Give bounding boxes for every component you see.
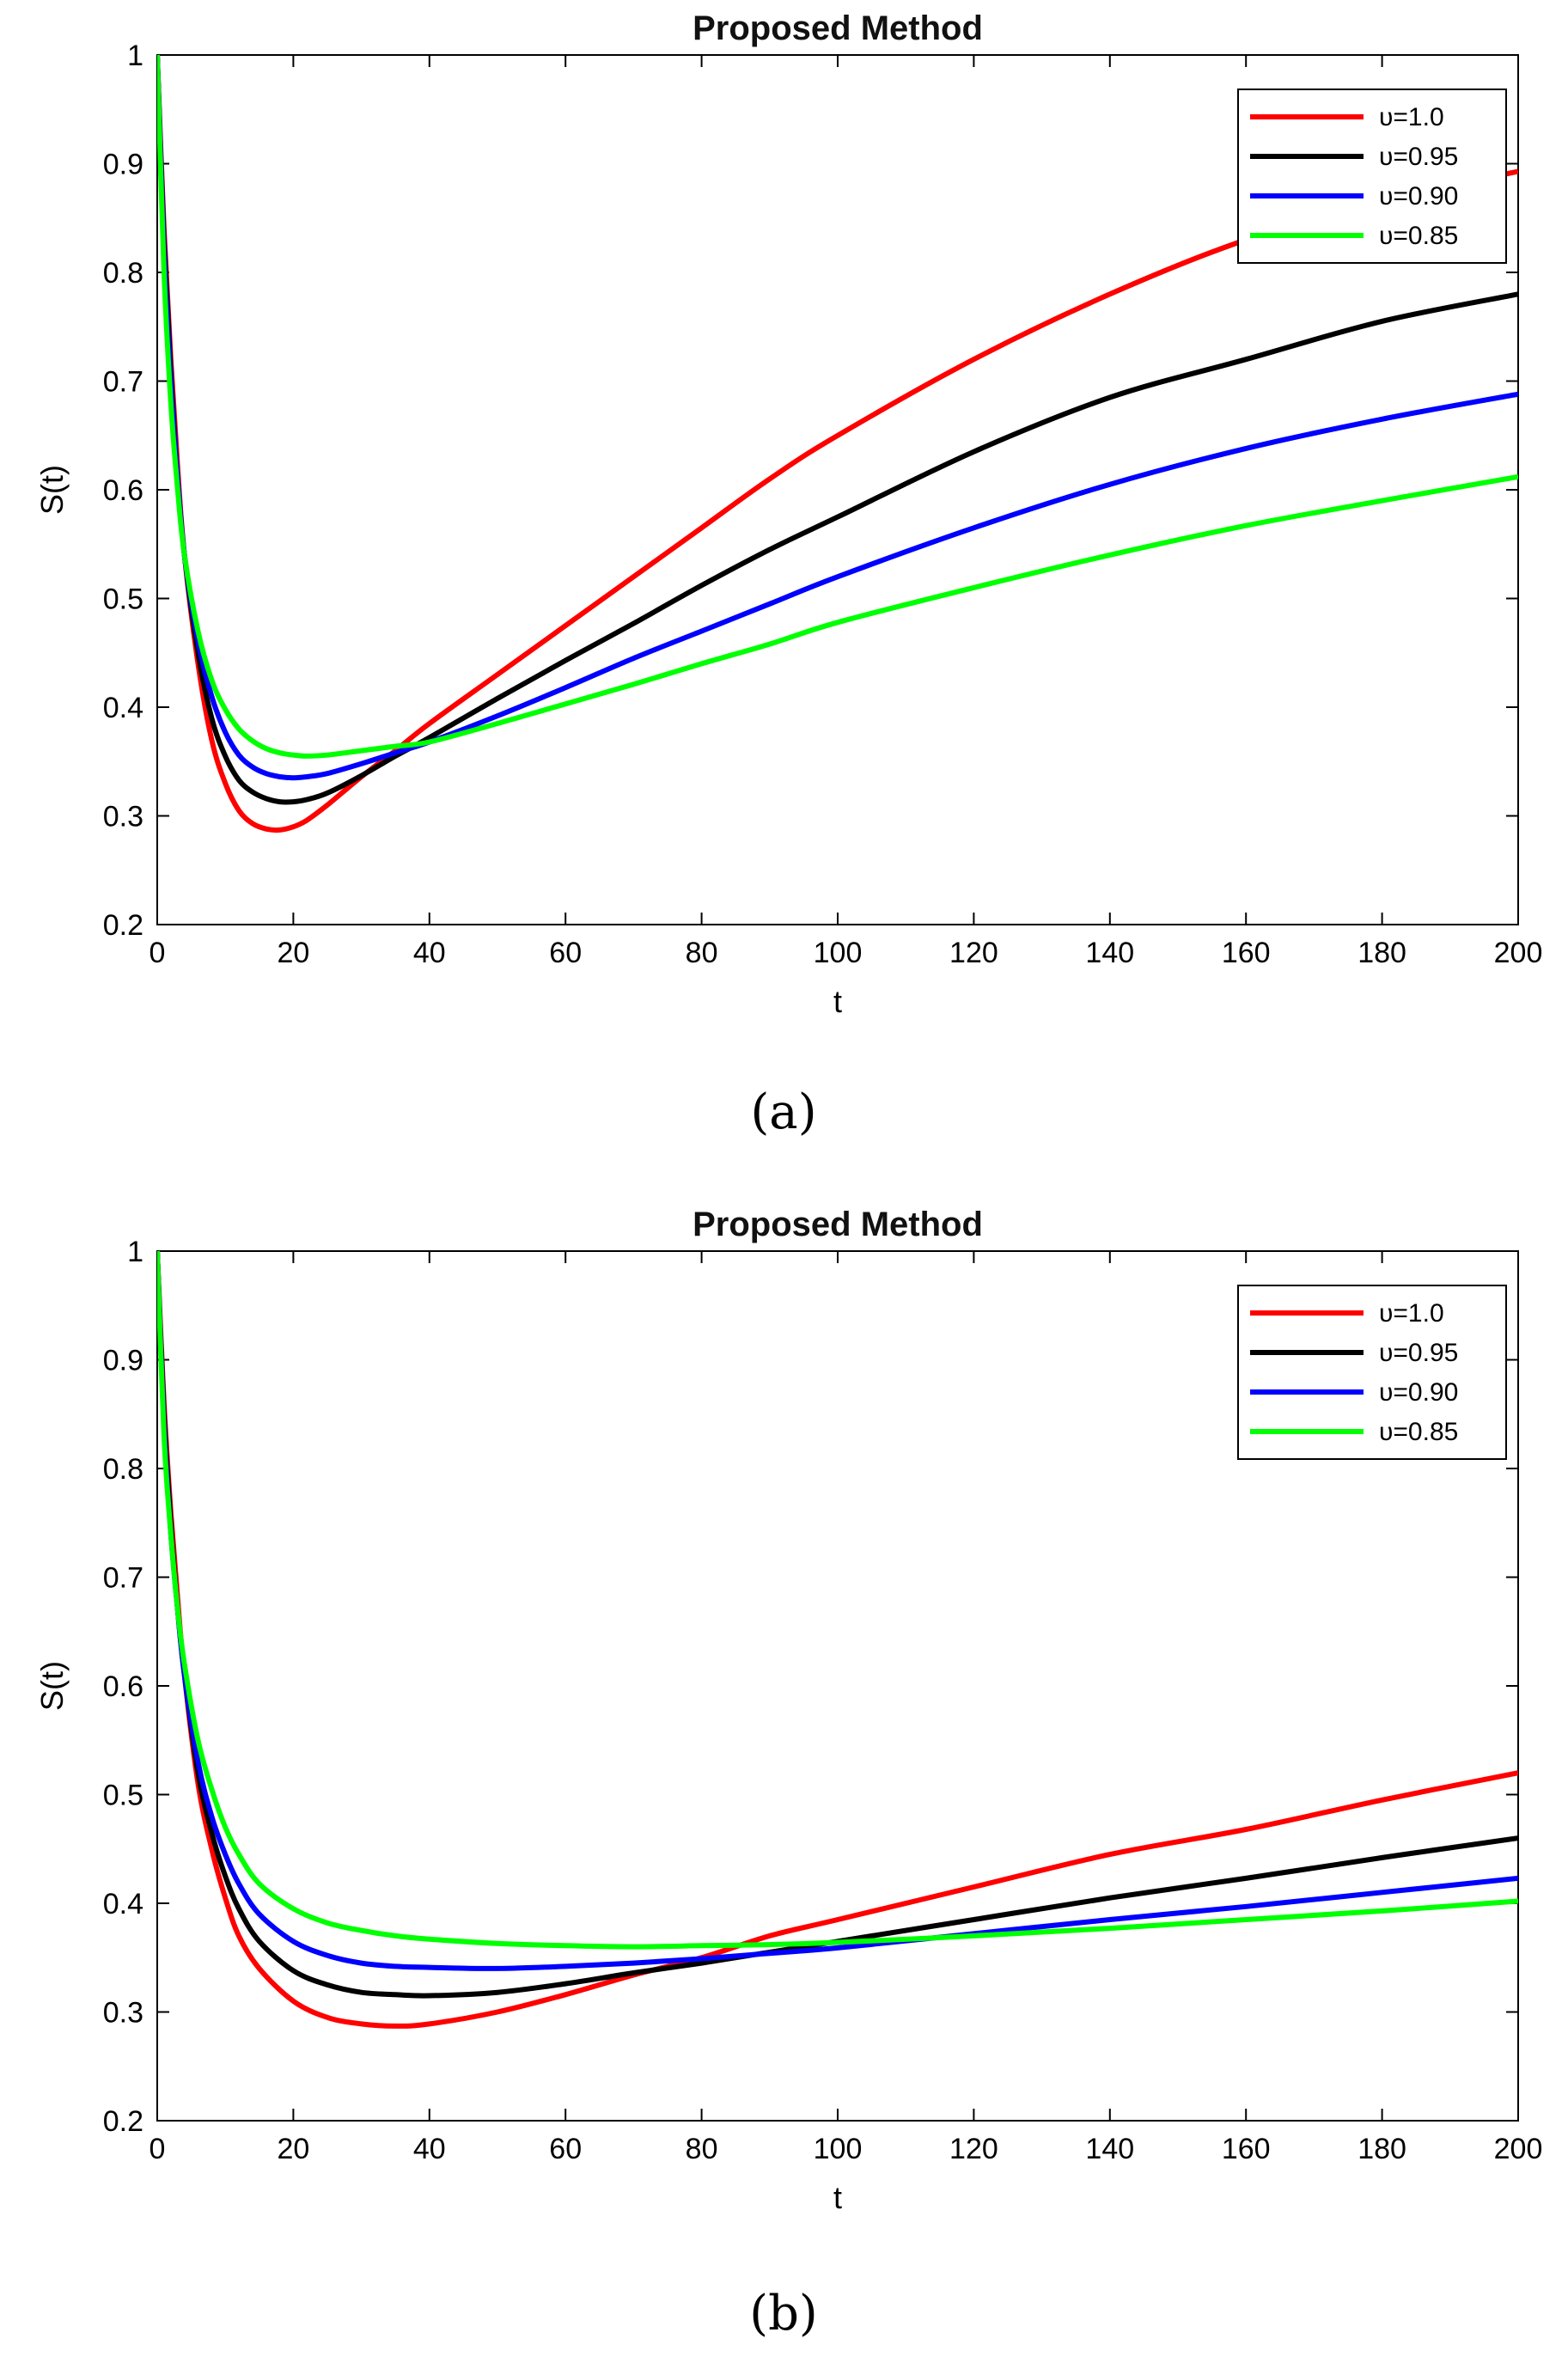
chart-b-ytick-label: 0.3: [103, 1997, 143, 2030]
chart-b-xtick-label: 140: [1085, 2133, 1134, 2165]
chart-a-ytick-label: 0.2: [103, 909, 143, 942]
chart-b-ytick-label: 0.4: [103, 1888, 143, 1920]
chart-b-ytick-label: 0.9: [103, 1345, 143, 1377]
chart-b-xtick-label: 60: [549, 2133, 582, 2165]
chart-a-xtick-label: 80: [686, 937, 718, 969]
chart-a-ytick-label: 0.6: [103, 474, 143, 507]
chart-b-legend-label-1: υ=0.95: [1379, 1339, 1458, 1367]
chart-b-xtick-label: 200: [1494, 2133, 1543, 2165]
chart-b-legend-label-2: υ=0.90: [1379, 1378, 1458, 1407]
chart-a-legend-label-3: υ=0.85: [1379, 222, 1458, 250]
chart-b-ytick-label: 0.5: [103, 1780, 143, 1812]
chart-b-ytick-label: 0.8: [103, 1453, 143, 1486]
chart-a-legend-label-0: υ=1.0: [1379, 103, 1444, 131]
chart-a-xlabel: t: [833, 984, 842, 1019]
chart-a-xtick-label: 180: [1358, 937, 1406, 969]
chart-a-legend-label-1: υ=0.95: [1379, 143, 1458, 171]
chart-a-xtick-label: 40: [413, 937, 446, 969]
chart-b-legend-label-3: υ=0.85: [1379, 1418, 1458, 1446]
chart-a-series-line-3: [157, 54, 1518, 759]
chart-b-legend-label-0: υ=1.0: [1379, 1299, 1444, 1328]
chart-a-ytick-label: 0.4: [103, 692, 143, 724]
chart-a-ytick-label: 1: [127, 40, 143, 72]
chart-b-xtick-label: 180: [1358, 2133, 1406, 2165]
chart-a-xtick-label: 140: [1085, 937, 1134, 969]
chart-b-xtick-label: 0: [149, 2133, 166, 2165]
chart-a-legend-label-2: υ=0.90: [1379, 182, 1458, 211]
chart-b-ytick-label: 1: [127, 1236, 143, 1268]
chart-b-ytick-label: 0.6: [103, 1670, 143, 1703]
chart-b-xtick-label: 20: [277, 2133, 309, 2165]
chart-b-xtick-label: 80: [686, 2133, 718, 2165]
chart-b-title: Proposed Method: [692, 1206, 983, 1243]
chart-a-ytick-label: 0.5: [103, 583, 143, 616]
chart-b-xtick-label: 100: [814, 2133, 863, 2165]
chart-a-ytick-label: 0.8: [103, 257, 143, 290]
chart-a-xtick-label: 120: [949, 937, 998, 969]
chart-a-ytick-label: 0.7: [103, 366, 143, 399]
chart-b-ylabel: S(t): [34, 1661, 70, 1711]
chart-a-xtick-label: 200: [1494, 937, 1543, 969]
chart-a-ylabel: S(t): [34, 465, 70, 515]
chart-b: 0 20 40 60 80 100 120 140 160 180 200 0.2 0.3 0.4 0.5 0…: [34, 1206, 1542, 2215]
chart-b-xlabel: t: [833, 2180, 842, 2215]
chart-a-xtick-label: 60: [549, 937, 582, 969]
chart-b-ytick-label: 0.7: [103, 1562, 143, 1595]
chart-b-xtick-label: 120: [949, 2133, 998, 2165]
chart-a-xtick-label: 100: [814, 937, 863, 969]
chart-b-series-line-3: [157, 1250, 1518, 1950]
chart-a-ytick-label: 0.9: [103, 149, 143, 181]
chart-a-xtick-label: 0: [149, 937, 166, 969]
chart-a-ytick-label: 0.3: [103, 801, 143, 833]
panel-label-a: (a): [750, 1084, 817, 1140]
panel-label-b: (b): [749, 2286, 818, 2342]
chart-a-xtick-label: 20: [277, 937, 309, 969]
chart-a-xtick-label: 160: [1222, 937, 1271, 969]
chart-b-xtick-label: 160: [1222, 2133, 1271, 2165]
chart-b-xtick-label: 40: [413, 2133, 446, 2165]
chart-a-title: Proposed Method: [692, 9, 983, 47]
chart-a: 0 20 40 60 80 100 120 140 160 180 200 0.2 0.3 0.4 0.5 0…: [34, 9, 1542, 1019]
chart-b-ytick-label: 0.2: [103, 2105, 143, 2138]
